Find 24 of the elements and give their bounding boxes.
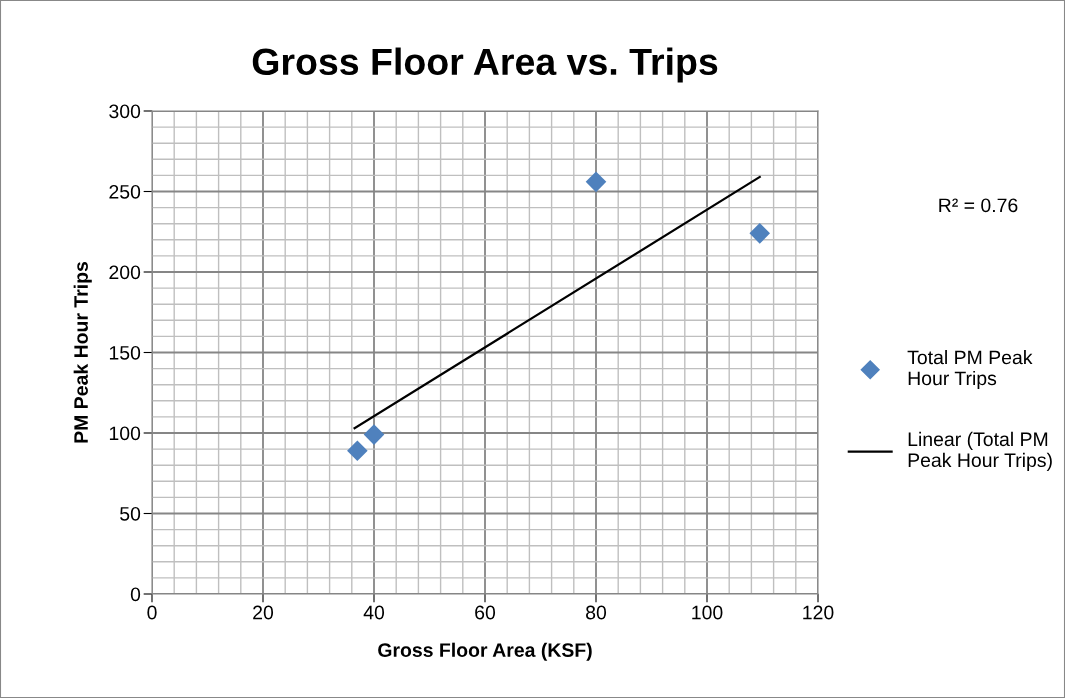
x-tick-label: 60 [475, 605, 496, 620]
point [749, 223, 771, 244]
legend-label: Total PM Peak Hour Trips [907, 350, 1033, 390]
x-axis-title: Gross Floor Area (KSF) [378, 642, 592, 661]
x-tick-label: 80 [586, 605, 607, 620]
y-tick-label: 50 [120, 506, 141, 521]
x-tick-label: 0 [147, 605, 157, 620]
x-tick-label: 40 [363, 605, 385, 620]
y-tick-label: 300 [109, 104, 141, 119]
y-tick-label: 250 [109, 184, 141, 199]
y-tick-label: 200 [109, 265, 141, 280]
y-tick-label: 150 [109, 345, 141, 360]
point [347, 440, 368, 462]
y-tick-label: 100 [109, 426, 141, 441]
text: R² = 0.76 [939, 198, 1018, 213]
y-tick-label: 0 [130, 587, 141, 602]
chart-title: Gross Floor Area vs. Trips [252, 47, 718, 83]
point [585, 171, 607, 193]
x-tick-label: 120 [803, 605, 834, 620]
x-tick-label: 100 [692, 605, 723, 620]
y-axis-title: PM Peak Hour Trips [73, 261, 92, 443]
x-tick-label: 20 [253, 605, 274, 620]
legend-label: Linear (Total PM Peak Hour Trips) [908, 431, 1052, 471]
point [363, 424, 385, 445]
